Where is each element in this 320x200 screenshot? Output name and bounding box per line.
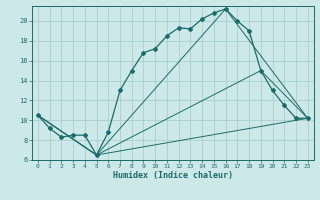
X-axis label: Humidex (Indice chaleur): Humidex (Indice chaleur) xyxy=(113,171,233,180)
